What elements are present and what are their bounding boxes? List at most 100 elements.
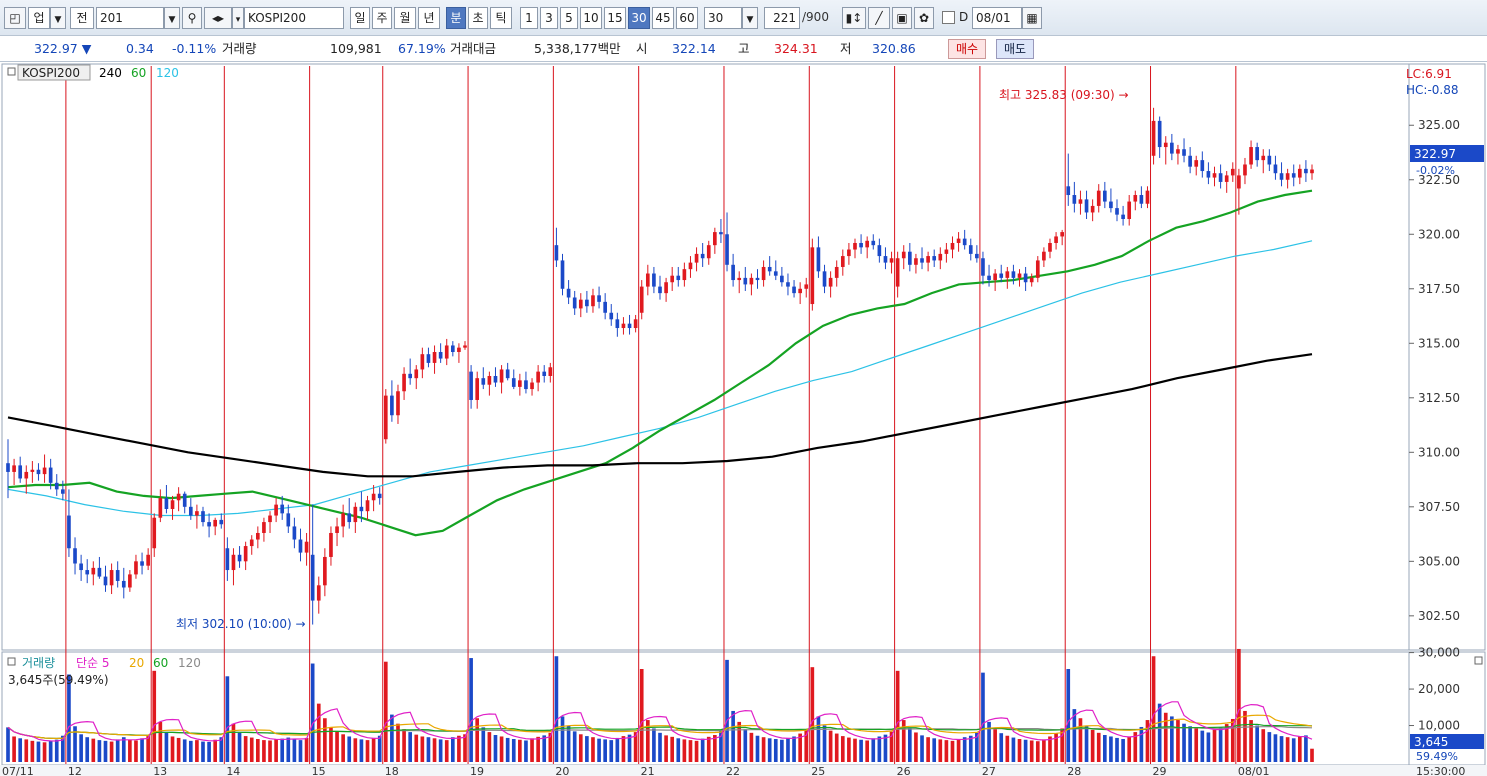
candle-body bbox=[73, 548, 77, 564]
volume-bar bbox=[408, 732, 412, 762]
candle-body bbox=[237, 554, 242, 562]
candle-body bbox=[1200, 160, 1205, 172]
volume-bar bbox=[1072, 709, 1077, 762]
chart-type-icon[interactable]: ▮↕ bbox=[842, 7, 866, 29]
lc-value: LC:6.91 bbox=[1406, 67, 1452, 81]
prev-next-icon[interactable]: ◂▸ bbox=[204, 7, 232, 29]
code-dropdown-icon[interactable]: ▼ bbox=[164, 7, 180, 29]
volume-bar bbox=[158, 721, 163, 762]
draw-line-icon[interactable]: ╱ bbox=[868, 7, 890, 29]
volume-bar bbox=[566, 725, 571, 762]
volume-bar bbox=[883, 734, 888, 762]
market-type-button[interactable]: 업 bbox=[28, 7, 50, 29]
calendar-icon[interactable]: ▦ bbox=[1022, 7, 1042, 29]
minute-30[interactable]: 30 bbox=[628, 7, 650, 29]
sell-button[interactable]: 매도 bbox=[996, 39, 1034, 59]
candle-body bbox=[195, 511, 199, 516]
volume-bar bbox=[61, 735, 65, 762]
minute-5[interactable]: 5 bbox=[560, 7, 578, 29]
legend-toggle-icon[interactable] bbox=[7, 67, 16, 76]
volume-toggle-icon[interactable] bbox=[7, 657, 16, 666]
code-input[interactable]: 201 bbox=[96, 7, 164, 29]
interval-dropdown-icon[interactable]: ▼ bbox=[742, 7, 758, 29]
volume-bar bbox=[469, 658, 473, 762]
candle-body bbox=[700, 253, 705, 259]
period-second[interactable]: 초 bbox=[468, 7, 488, 29]
period-month[interactable]: 월 bbox=[394, 7, 416, 29]
volume-bar bbox=[908, 728, 912, 762]
period-year[interactable]: 년 bbox=[418, 7, 440, 29]
candle-body bbox=[188, 506, 193, 516]
candle-body bbox=[780, 275, 784, 283]
date-tick-label: 28 bbox=[1067, 765, 1081, 776]
volume-bar bbox=[981, 672, 985, 762]
minute-3[interactable]: 3 bbox=[540, 7, 558, 29]
candle-body bbox=[42, 467, 47, 475]
candle-body bbox=[1084, 199, 1089, 213]
buy-button[interactable]: 매수 bbox=[948, 39, 986, 59]
save-icon[interactable]: ▣ bbox=[892, 7, 912, 29]
minute-45[interactable]: 45 bbox=[652, 7, 674, 29]
date-input[interactable]: 08/01 bbox=[972, 7, 1022, 29]
period-tick[interactable]: 틱 bbox=[490, 7, 512, 29]
volume-bar bbox=[542, 735, 547, 762]
candle-body bbox=[1285, 173, 1290, 180]
count-total: /900 bbox=[802, 10, 829, 24]
volume-bar bbox=[1279, 736, 1284, 762]
volume-label: 거래량 bbox=[222, 41, 257, 56]
count-input[interactable]: 221 bbox=[764, 7, 800, 29]
d-checkbox[interactable] bbox=[942, 11, 955, 24]
volume-bar bbox=[103, 740, 108, 762]
volume-title: 거래량 bbox=[22, 656, 55, 670]
volume-bar bbox=[585, 736, 589, 762]
minute-10[interactable]: 10 bbox=[580, 7, 602, 29]
window-menu-icon[interactable]: ◰ bbox=[4, 7, 26, 29]
candle-body bbox=[615, 319, 620, 329]
volume-bar bbox=[115, 739, 120, 762]
volume-bar bbox=[274, 739, 278, 762]
candle-body bbox=[755, 277, 760, 281]
candle-body bbox=[475, 378, 480, 400]
candle-body bbox=[1212, 173, 1217, 178]
price-tick-label: 317.50 bbox=[1418, 282, 1460, 296]
search-icon[interactable]: ⚲ bbox=[182, 7, 202, 29]
volume-bar bbox=[524, 740, 528, 762]
candle-body bbox=[908, 251, 912, 265]
prev-button[interactable]: 전 bbox=[70, 7, 94, 29]
volume-bar bbox=[390, 714, 394, 762]
volume-bar bbox=[1194, 728, 1199, 762]
candle-body bbox=[804, 284, 809, 289]
volume-bar bbox=[243, 736, 248, 762]
volume-bar bbox=[1060, 728, 1064, 762]
candle-body bbox=[1297, 168, 1302, 178]
amount-value: 5,338,177백만 bbox=[534, 41, 621, 56]
interval-input[interactable]: 30 bbox=[704, 7, 742, 29]
market-dropdown-icon[interactable]: ▼ bbox=[50, 7, 66, 29]
candle-body bbox=[1005, 271, 1010, 278]
volume-bar bbox=[682, 739, 687, 762]
hc-value: HC:-0.88 bbox=[1406, 83, 1459, 97]
volume-bar bbox=[67, 674, 71, 762]
minute-15[interactable]: 15 bbox=[604, 7, 626, 29]
volume-bar bbox=[268, 740, 272, 762]
volume-settings-icon[interactable] bbox=[1474, 656, 1483, 665]
volume-bar bbox=[554, 656, 559, 762]
name-dropdown-icon[interactable]: ▾ bbox=[232, 7, 244, 29]
period-week[interactable]: 주 bbox=[372, 7, 392, 29]
minute-1[interactable]: 1 bbox=[520, 7, 538, 29]
candle-body bbox=[981, 258, 985, 276]
candle-body bbox=[505, 369, 510, 379]
candle-body bbox=[1249, 147, 1253, 165]
gear-icon[interactable]: ✿ bbox=[914, 7, 934, 29]
candlestick-chart[interactable]: 325.00 322.50 320.00 317.50 315.00 312.50 310.… bbox=[0, 62, 1487, 776]
candle-body bbox=[676, 275, 681, 281]
volume-bar bbox=[444, 740, 449, 762]
period-day[interactable]: 일 bbox=[350, 7, 370, 29]
volume-bar bbox=[1285, 737, 1290, 762]
period-minute[interactable]: 분 bbox=[446, 7, 466, 29]
minute-60[interactable]: 60 bbox=[676, 7, 698, 29]
price-tick-label: 315.00 bbox=[1418, 336, 1460, 350]
volume-bar bbox=[578, 734, 583, 762]
volume-bar bbox=[225, 676, 230, 762]
name-field[interactable]: KOSPI200 bbox=[244, 7, 344, 29]
